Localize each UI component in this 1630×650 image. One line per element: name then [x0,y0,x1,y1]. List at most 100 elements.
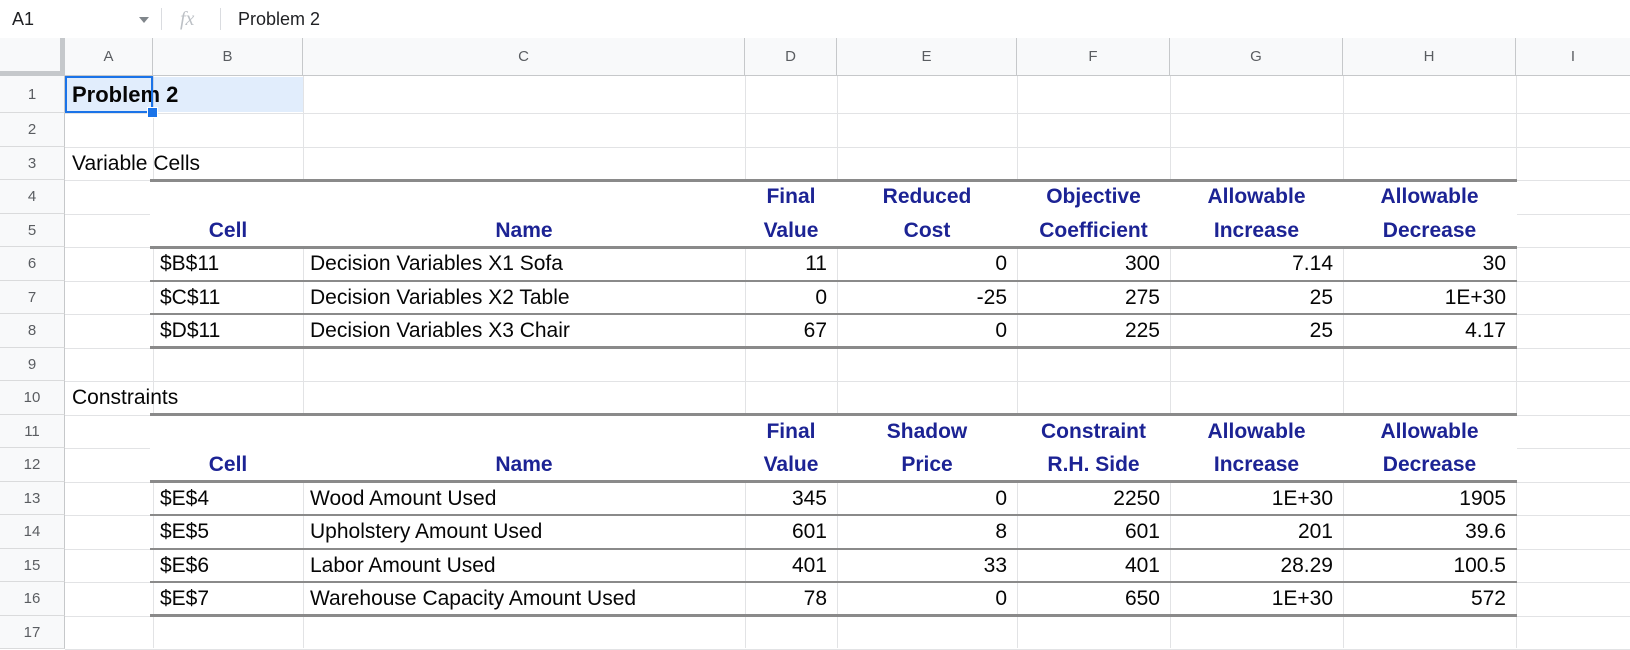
cell-D5[interactable]: Value [763,218,819,242]
column-header-F[interactable]: F [1017,38,1170,76]
cell-H12[interactable]: Decrease [1382,453,1477,476]
row-header-6[interactable]: 6 [0,247,65,281]
cell-C6[interactable]: Decision Variables X1 Sofa [310,252,563,275]
cell-C15[interactable]: Labor Amount Used [310,553,496,577]
column-header-I[interactable]: I [1516,38,1630,76]
cell-E8[interactable]: 0 [995,319,1007,342]
cell-F5[interactable]: Coefficient [1039,218,1148,242]
cell-B5[interactable]: Cell [208,218,248,242]
cell-G13[interactable]: 1E+30 [1271,486,1333,510]
cell-G12[interactable]: Increase [1213,453,1300,476]
row-header-13[interactable]: 13 [0,481,65,515]
cell-E14[interactable]: 8 [995,520,1007,543]
cell-C14[interactable]: Upholstery Amount Used [310,520,543,543]
row-header-2[interactable]: 2 [0,113,65,147]
column-header-C[interactable]: C [303,38,745,76]
cell-E6[interactable]: 0 [995,252,1007,275]
cell-G11[interactable]: Allowable [1207,419,1306,443]
cell-G14[interactable]: 201 [1297,520,1333,543]
column-header-B[interactable]: B [153,38,303,76]
row-header-16[interactable]: 16 [0,582,65,616]
cell-G15[interactable]: 28.29 [1280,553,1333,577]
cell-H11[interactable]: Allowable [1380,419,1479,443]
cell-D7[interactable]: 0 [815,285,827,309]
formula-input[interactable]: Problem 2 [238,9,321,29]
cell-C13[interactable]: Wood Amount Used [310,486,497,510]
select-all-corner[interactable] [0,38,65,76]
chevron-down-icon[interactable] [139,17,149,23]
cell-D8[interactable]: 67 [803,319,827,342]
cell-D16[interactable]: 78 [803,587,827,610]
cell-F14[interactable]: 601 [1124,520,1160,543]
cell-B15[interactable]: $E$6 [160,553,210,577]
column-header-H[interactable]: H [1343,38,1516,76]
cell-D6[interactable]: 11 [805,252,827,275]
row-header-4[interactable]: 4 [0,180,65,214]
cell-C8[interactable]: Decision Variables X3 Chair [310,319,570,342]
cell-E5[interactable]: Cost [903,218,951,242]
cell-C5[interactable]: Name [495,218,553,242]
cell-D4[interactable]: Final [766,185,816,208]
cell-C16[interactable]: Warehouse Capacity Amount Used [310,587,637,610]
cell-C12[interactable]: Name [495,453,553,476]
cell-F7[interactable]: 275 [1124,285,1160,309]
cell-B14[interactable]: $E$5 [160,520,210,543]
column-header-A[interactable]: A [65,38,153,76]
cell-A1[interactable]: Problem 2 [72,82,179,107]
cell-A3[interactable]: Variable Cells [72,151,200,175]
row-header-15[interactable]: 15 [0,548,65,582]
cell-H7[interactable]: 1E+30 [1444,285,1506,309]
row-header-7[interactable]: 7 [0,280,65,314]
name-box[interactable]: A1 [12,9,35,29]
cell-D14[interactable]: 601 [791,520,827,543]
cell-D15[interactable]: 401 [791,553,827,577]
cell-H6[interactable]: 30 [1482,252,1506,275]
cell-E7[interactable]: -25 [976,285,1007,309]
cell-G5[interactable]: Increase [1213,218,1300,242]
row-header-8[interactable]: 8 [0,314,65,348]
cell-H4[interactable]: Allowable [1380,185,1479,208]
cell-F8[interactable]: 225 [1124,319,1160,342]
cell-F11[interactable]: Constraint [1041,419,1146,443]
cell-C7[interactable]: Decision Variables X2 Table [310,285,570,309]
row-header-11[interactable]: 11 [0,414,65,448]
cell-E13[interactable]: 0 [995,486,1007,510]
row-header-9[interactable]: 9 [0,347,65,381]
cell-H8[interactable]: 4.17 [1465,319,1506,342]
cell-B7[interactable]: $C$11 [160,285,221,309]
cell-F15[interactable]: 401 [1124,553,1160,577]
row-header-3[interactable]: 3 [0,146,65,180]
cell-E4[interactable]: Reduced [882,185,972,208]
cell-H5[interactable]: Decrease [1382,218,1477,242]
row-header-1[interactable]: 1 [0,76,65,113]
cell-H15[interactable]: 100.5 [1453,553,1506,577]
cell-H13[interactable]: 1905 [1459,486,1506,510]
cell-G6[interactable]: 7.14 [1292,252,1333,275]
cell-B12[interactable]: Cell [208,453,248,476]
row-header-12[interactable]: 12 [0,448,65,482]
cell-G8[interactable]: 25 [1309,319,1333,342]
column-header-D[interactable]: D [745,38,837,76]
cell-H14[interactable]: 39.6 [1465,520,1506,543]
cell-F4[interactable]: Objective [1046,185,1141,208]
cell-B16[interactable]: $E$7 [160,587,210,610]
cell-D13[interactable]: 345 [791,486,827,510]
cell-G4[interactable]: Allowable [1207,185,1306,208]
cell-F13[interactable]: 2250 [1113,486,1160,510]
column-header-E[interactable]: E [837,38,1017,76]
cell-G16[interactable]: 1E+30 [1271,587,1333,610]
fill-handle[interactable] [147,107,158,118]
cell-B13[interactable]: $E$4 [160,486,210,510]
row-header-14[interactable]: 14 [0,515,65,549]
cell-E11[interactable]: Shadow [886,419,968,443]
cell-H16[interactable]: 572 [1470,587,1506,610]
row-header-17[interactable]: 17 [0,615,65,649]
cell-A10[interactable]: Constraints [72,386,179,409]
column-header-G[interactable]: G [1170,38,1343,76]
cell-F16[interactable]: 650 [1124,587,1160,610]
cell-D11[interactable]: Final [766,419,816,443]
cell-F6[interactable]: 300 [1124,252,1160,275]
cell-E15[interactable]: 33 [983,553,1007,577]
cell-E12[interactable]: Price [901,453,953,476]
cell-G7[interactable]: 25 [1309,285,1333,309]
